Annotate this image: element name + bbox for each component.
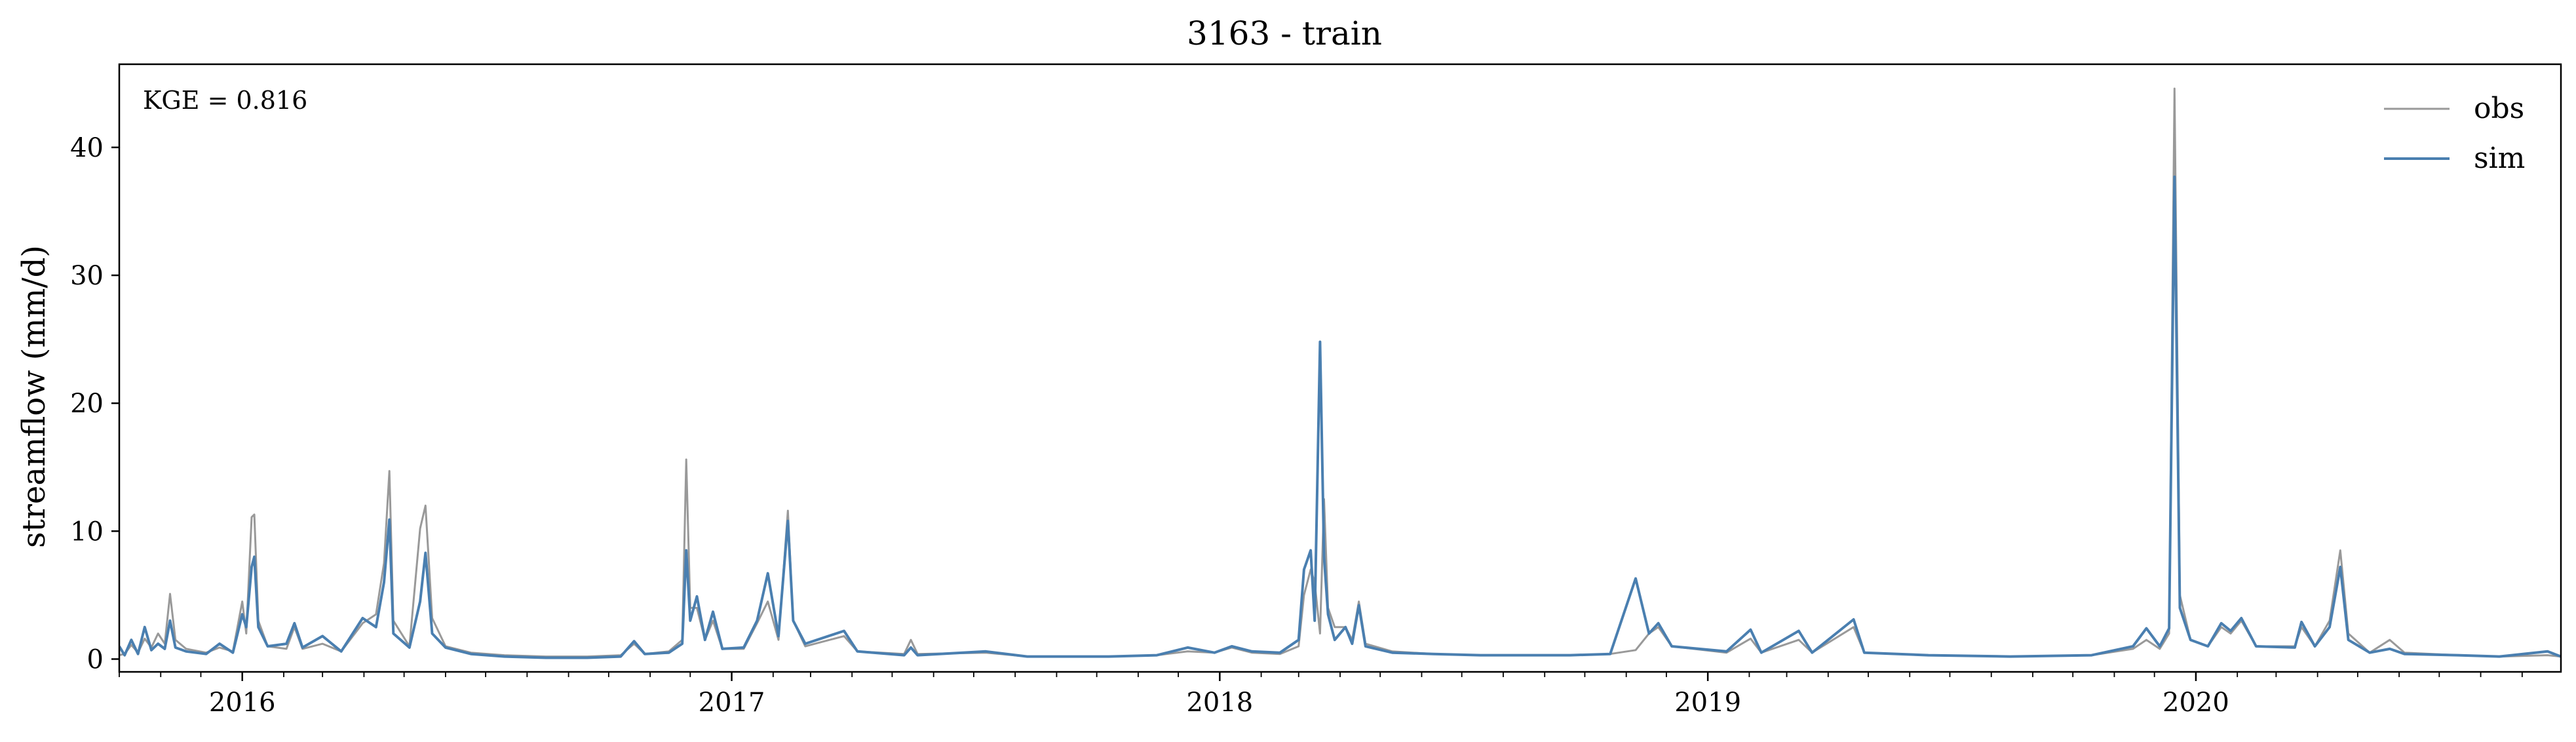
legend-label-obs: obs <box>2474 92 2524 125</box>
x-tick-label: 2016 <box>209 688 276 718</box>
y-tick-label: 0 <box>87 644 104 674</box>
y-tick-label: 20 <box>70 389 104 419</box>
legend: obs sim <box>2384 92 2525 175</box>
plot-area <box>119 87 2561 659</box>
y-tick-label: 30 <box>70 261 104 291</box>
plot-frame <box>118 63 2562 673</box>
x-tick-label: 2019 <box>1674 688 1741 718</box>
kge-annotation: KGE = 0.816 <box>143 86 307 115</box>
chart-title: 3163 - train <box>1187 14 1382 52</box>
y-axis-label: streamflow (mm/d) <box>16 245 52 548</box>
legend-label-sim: sim <box>2474 142 2525 175</box>
series-line-obs <box>119 87 2561 658</box>
x-tick-label: 2018 <box>1186 688 1253 718</box>
y-tick-label: 40 <box>70 133 104 163</box>
y-axis: 0 10 20 30 40 <box>70 133 119 674</box>
x-tick-label: 2020 <box>2163 688 2229 718</box>
y-tick-label: 10 <box>70 517 104 547</box>
series-line-sim <box>119 175 2561 659</box>
x-axis: 2016 2017 2018 2019 2020 <box>119 672 2523 718</box>
x-tick-label: 2017 <box>699 688 765 718</box>
series-layer <box>119 87 2561 659</box>
